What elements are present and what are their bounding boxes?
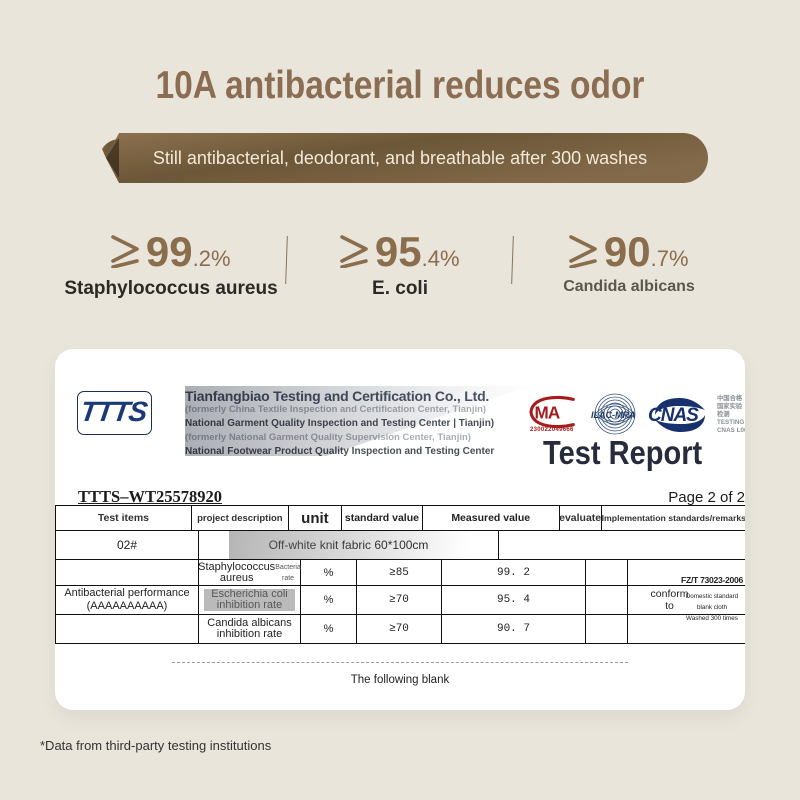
svg-text:CNAS: CNAS xyxy=(648,405,699,426)
svg-text:MA: MA xyxy=(535,403,560,422)
svg-text:ILAC-MRA: ILAC-MRA xyxy=(591,410,636,420)
